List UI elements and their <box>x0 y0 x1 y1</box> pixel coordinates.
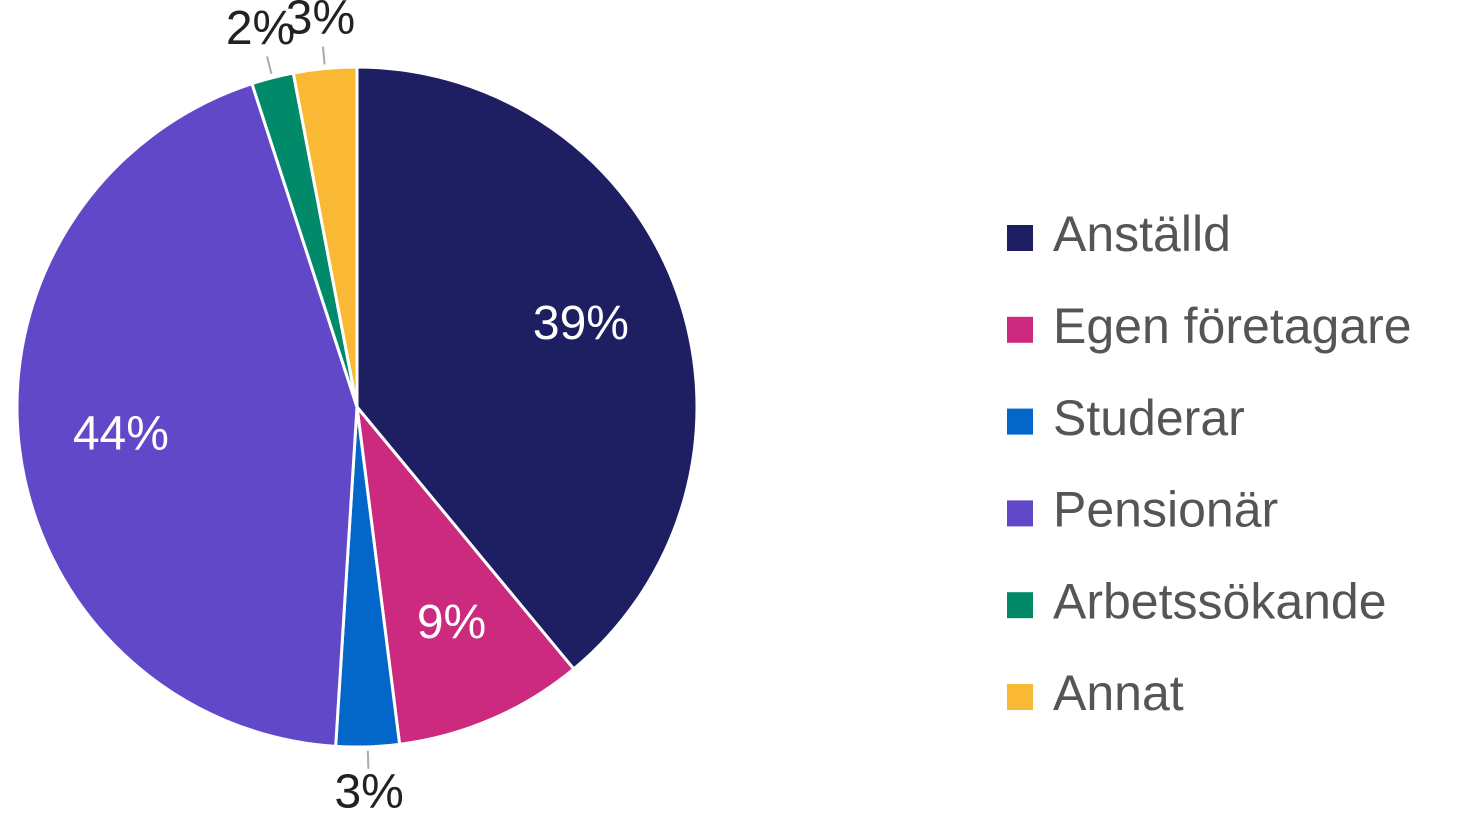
legend-swatch <box>1007 684 1033 710</box>
leader-line <box>321 46 326 65</box>
legend-label: Pensionär <box>1053 482 1278 538</box>
data-label: 44% <box>73 408 169 461</box>
data-label: 9% <box>417 596 486 649</box>
data-label: 3% <box>286 0 355 44</box>
pie-slice <box>354 402 576 746</box>
legend-label: Arbetssökande <box>1053 573 1387 629</box>
data-label: 3% <box>334 765 403 817</box>
pie-slice <box>291 65 359 408</box>
leader-line <box>366 750 370 769</box>
legend-label: Annat <box>1053 665 1184 721</box>
leader-line <box>266 56 273 75</box>
legend-label: Studerar <box>1053 390 1245 446</box>
pie-slice <box>15 81 359 748</box>
legend-swatch <box>1007 500 1033 527</box>
legend-swatch <box>1007 225 1033 251</box>
pie-slice <box>355 65 699 672</box>
legend-swatch <box>1007 316 1033 343</box>
data-label: 2% <box>226 2 295 55</box>
legend-label: Anställd <box>1053 206 1231 262</box>
legend-swatch <box>1007 592 1033 619</box>
data-label: 39% <box>533 297 629 350</box>
legend-label: Egen företagare <box>1053 298 1412 354</box>
legend-swatch <box>1007 408 1033 435</box>
